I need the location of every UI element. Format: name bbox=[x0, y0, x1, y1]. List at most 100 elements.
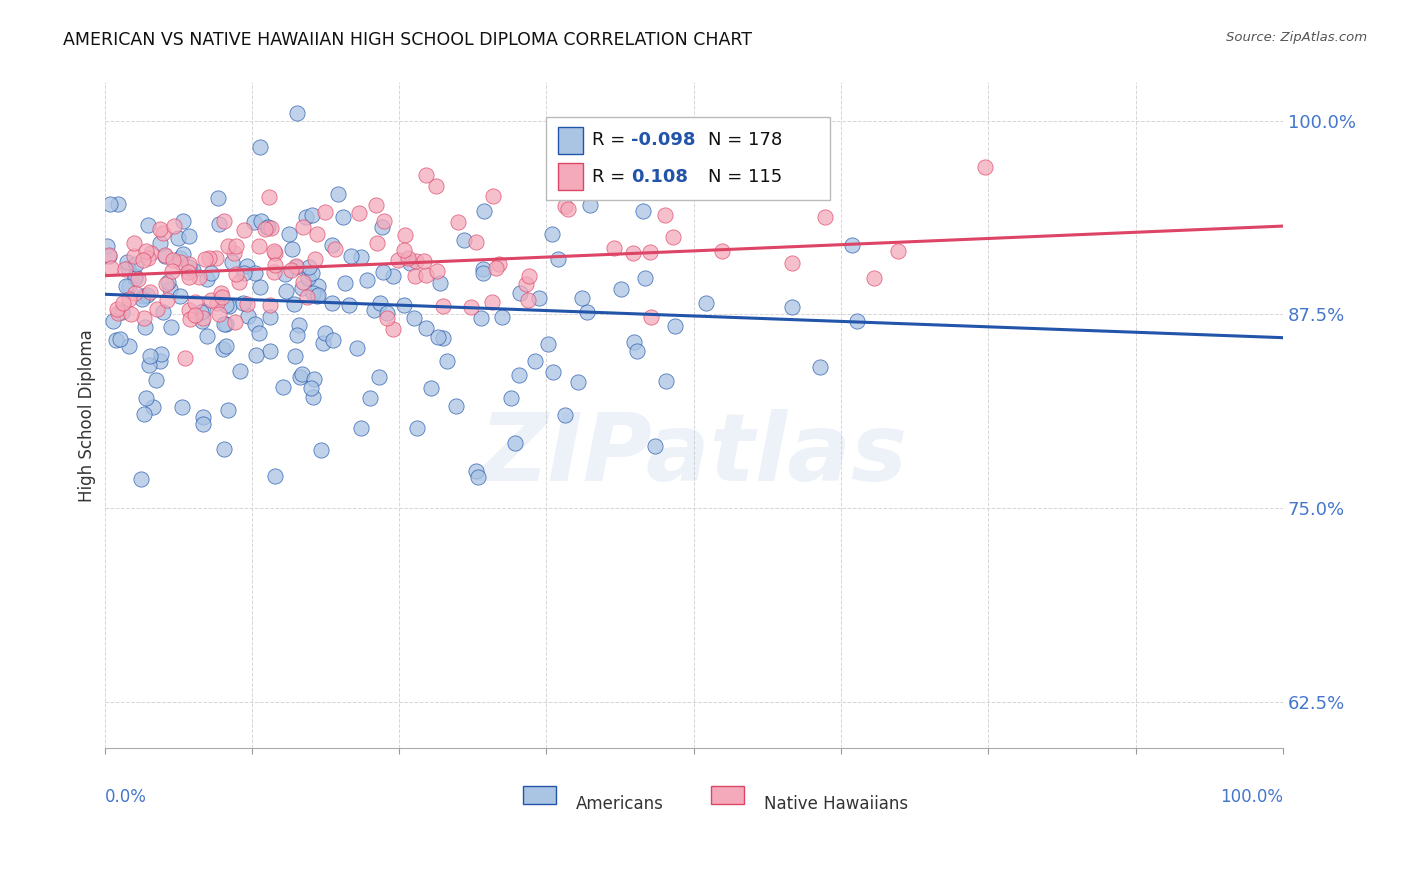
Point bbox=[621, 246, 644, 260]
Point bbox=[467, 469, 489, 483]
Point bbox=[243, 317, 266, 331]
Point bbox=[195, 271, 218, 285]
Point bbox=[291, 281, 314, 295]
Point bbox=[554, 408, 576, 422]
Point bbox=[863, 270, 886, 285]
Point bbox=[446, 215, 468, 229]
Point bbox=[290, 367, 312, 381]
Point bbox=[139, 285, 162, 299]
Point bbox=[529, 291, 551, 305]
Point bbox=[129, 472, 152, 486]
Point bbox=[780, 300, 803, 314]
Point bbox=[356, 272, 378, 286]
Text: Americans: Americans bbox=[576, 795, 664, 814]
Point bbox=[153, 250, 176, 264]
Point bbox=[97, 249, 120, 263]
Point bbox=[503, 436, 526, 450]
Point bbox=[125, 257, 148, 271]
Point bbox=[276, 284, 298, 298]
Point bbox=[209, 286, 232, 301]
Point bbox=[375, 311, 398, 326]
Point bbox=[211, 290, 233, 304]
Text: 0.0%: 0.0% bbox=[104, 789, 146, 806]
Point bbox=[96, 239, 118, 253]
Point bbox=[364, 198, 387, 212]
Point bbox=[332, 210, 354, 224]
Point bbox=[554, 199, 576, 213]
Point bbox=[540, 227, 562, 241]
Point bbox=[149, 235, 172, 250]
Point bbox=[623, 334, 645, 349]
Point bbox=[157, 275, 180, 289]
Point bbox=[405, 254, 427, 268]
Point bbox=[181, 263, 204, 277]
Point bbox=[131, 288, 153, 302]
Point bbox=[217, 239, 239, 253]
Point bbox=[464, 464, 486, 478]
Point bbox=[122, 249, 145, 263]
Point bbox=[233, 266, 256, 280]
Point bbox=[225, 239, 247, 253]
Point bbox=[349, 250, 371, 264]
Point bbox=[305, 227, 328, 242]
Point bbox=[256, 220, 278, 235]
Point bbox=[285, 328, 308, 343]
Point bbox=[661, 230, 683, 244]
Point bbox=[415, 268, 437, 282]
Point bbox=[375, 306, 398, 320]
Point bbox=[136, 218, 159, 232]
Point bbox=[112, 296, 135, 310]
Point bbox=[541, 365, 564, 379]
Point bbox=[132, 311, 155, 326]
Point bbox=[436, 354, 458, 368]
Point bbox=[236, 296, 259, 310]
Point bbox=[284, 260, 307, 274]
Point bbox=[406, 421, 429, 435]
Point bbox=[557, 202, 579, 216]
Point bbox=[114, 262, 136, 277]
Point bbox=[177, 269, 200, 284]
Point bbox=[281, 242, 304, 256]
Point bbox=[160, 320, 183, 334]
Point bbox=[321, 237, 343, 252]
Point bbox=[368, 370, 391, 384]
Point bbox=[215, 339, 238, 353]
Point bbox=[177, 260, 200, 274]
Point bbox=[309, 442, 332, 457]
Point bbox=[420, 381, 443, 395]
Point bbox=[711, 244, 734, 258]
Point bbox=[249, 139, 271, 153]
Point bbox=[225, 267, 247, 281]
Point bbox=[517, 269, 540, 284]
Point bbox=[371, 220, 394, 235]
Point bbox=[322, 334, 344, 348]
Point bbox=[695, 296, 717, 310]
Point bbox=[524, 354, 547, 368]
Point bbox=[644, 439, 666, 453]
Point bbox=[263, 469, 285, 483]
Point bbox=[396, 251, 419, 265]
Point bbox=[124, 268, 146, 283]
Point bbox=[846, 314, 869, 328]
Point bbox=[179, 312, 201, 326]
Point bbox=[214, 317, 236, 331]
Point bbox=[208, 308, 231, 322]
Point bbox=[426, 329, 449, 343]
Point bbox=[610, 281, 633, 295]
Point bbox=[233, 223, 256, 237]
Point bbox=[207, 191, 229, 205]
Point bbox=[841, 238, 863, 252]
Point bbox=[277, 227, 299, 241]
Text: N = 115: N = 115 bbox=[707, 168, 782, 186]
Point bbox=[465, 235, 488, 249]
Point bbox=[626, 344, 648, 359]
Point bbox=[104, 333, 127, 347]
Point bbox=[488, 257, 510, 271]
Point bbox=[640, 310, 662, 325]
Point bbox=[254, 221, 277, 235]
Point bbox=[134, 320, 156, 334]
Point bbox=[321, 296, 343, 310]
Point bbox=[603, 241, 626, 255]
Point bbox=[312, 335, 335, 350]
Point bbox=[194, 252, 217, 267]
